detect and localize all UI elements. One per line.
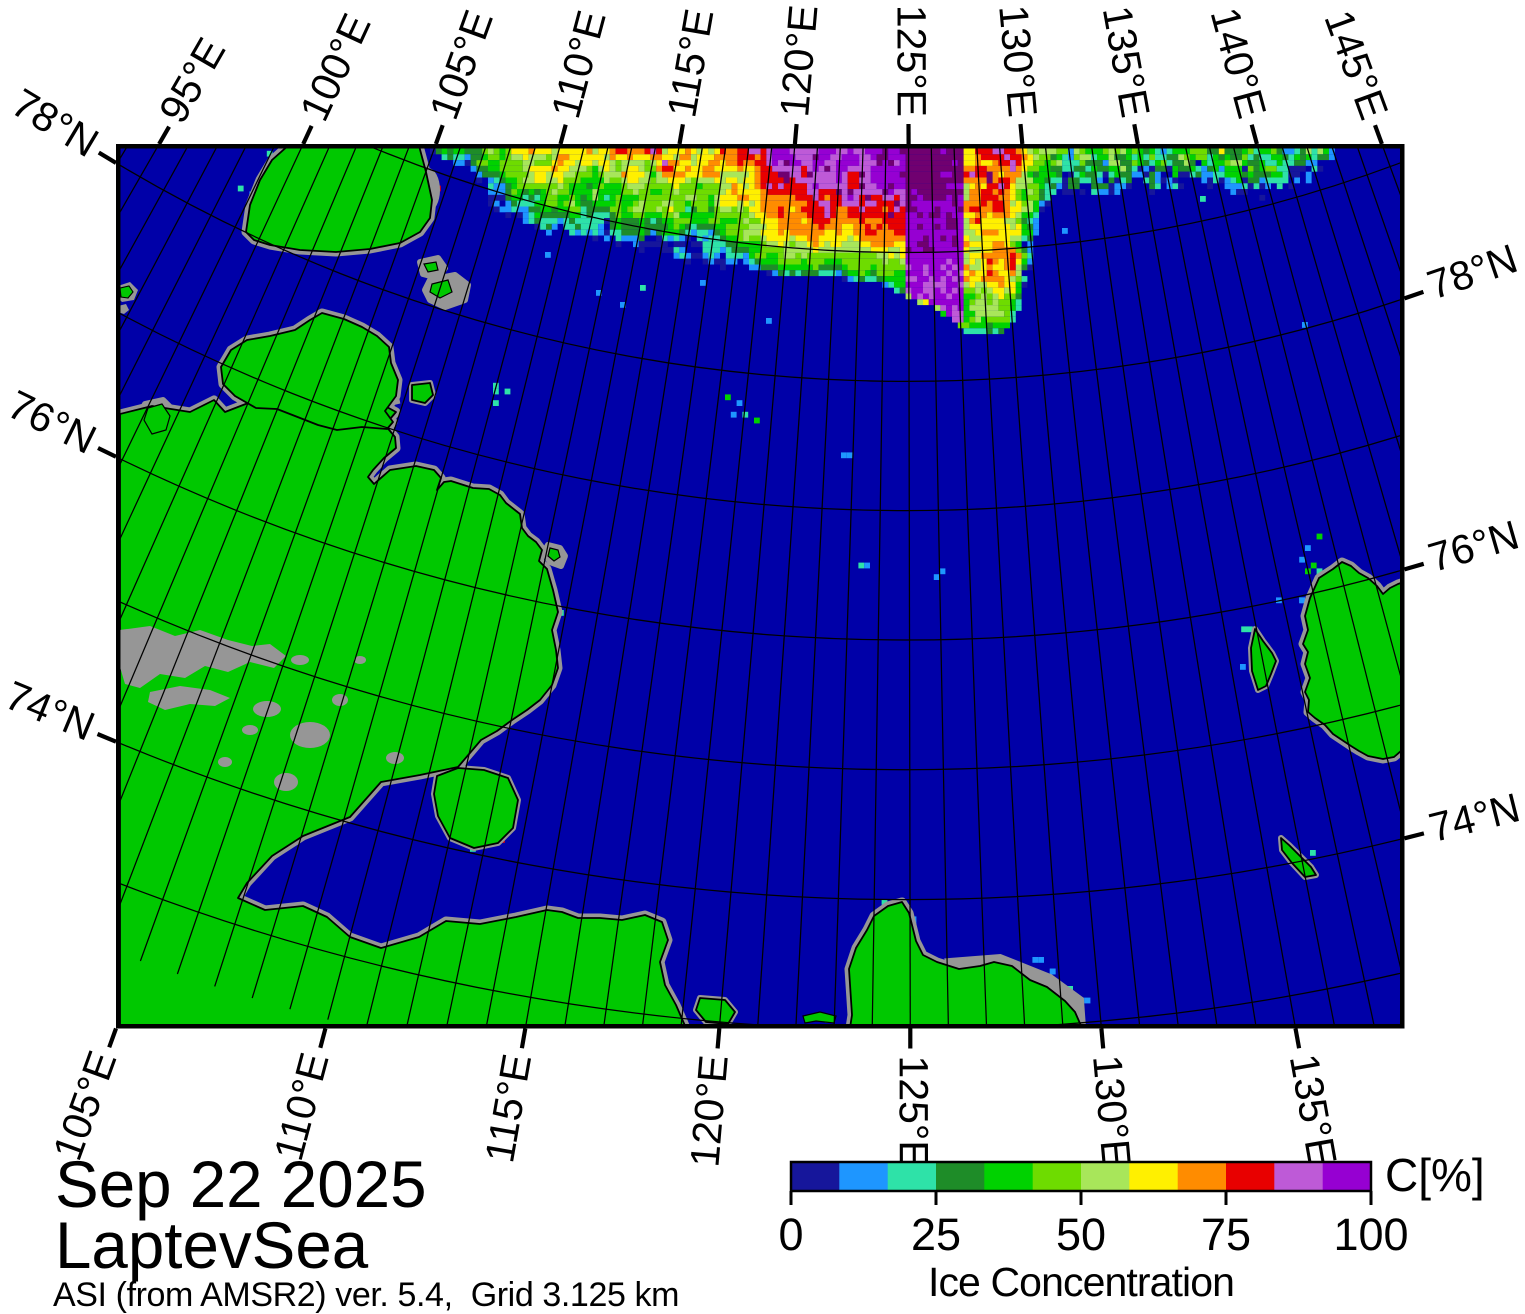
svg-text:50: 50 xyxy=(1056,1209,1106,1260)
svg-text:130°E: 130°E xyxy=(990,3,1046,119)
svg-text:0: 0 xyxy=(778,1209,803,1260)
svg-text:125°E: 125°E xyxy=(891,1055,937,1167)
svg-text:130°E: 130°E xyxy=(1084,1053,1140,1169)
svg-text:25: 25 xyxy=(911,1209,961,1260)
svg-text:Sep 22 2025: Sep 22 2025 xyxy=(55,1148,427,1221)
svg-text:75: 75 xyxy=(1201,1209,1251,1260)
svg-text:120°E: 120°E xyxy=(771,3,826,119)
svg-text:Ice Concentration: Ice Concentration xyxy=(928,1259,1234,1305)
svg-text:LaptevSea: LaptevSea xyxy=(55,1209,369,1282)
svg-text:120°E: 120°E xyxy=(681,1053,736,1169)
svg-text:125°E: 125°E xyxy=(888,5,934,117)
svg-text:100: 100 xyxy=(1333,1209,1408,1260)
svg-text:C[%]: C[%] xyxy=(1385,1149,1485,1201)
svg-text:ASI (from AMSR2) ver. 5.4, Gr: ASI (from AMSR2) ver. 5.4, Grid 3.125 km xyxy=(53,1276,679,1314)
